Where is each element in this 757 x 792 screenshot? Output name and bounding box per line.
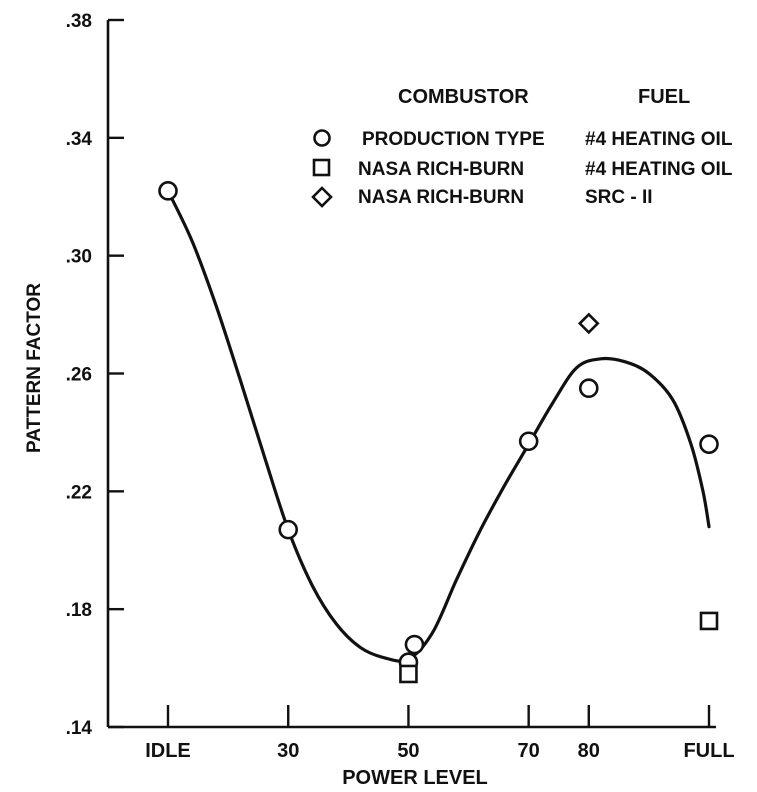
legend-entry-0-fuel: #4 HEATING OIL (585, 129, 733, 150)
legend-entry-1-fuel: #4 HEATING OIL (585, 159, 733, 180)
legend-diamond-marker (311, 186, 333, 208)
y-axis-ticks: .14 .18 .22 .26 .30 .34 .38 (66, 11, 124, 739)
data-point-circle (518, 431, 539, 452)
y-tick-label: .30 (66, 247, 92, 268)
fit-curve (166, 189, 711, 663)
y-tick-label: .14 (66, 718, 93, 739)
data-point-circle (158, 181, 178, 201)
data-markers (158, 181, 719, 684)
y-tick-label: .26 (66, 365, 92, 386)
data-point-circle (278, 519, 299, 540)
x-axis-label: POWER LEVEL (342, 767, 488, 789)
data-point-square (699, 611, 719, 631)
x-tick-label: 50 (397, 740, 419, 762)
data-point-circle (699, 434, 719, 455)
y-tick-label: .18 (66, 600, 92, 621)
x-tick-label: 70 (518, 740, 540, 762)
data-point-circle (578, 378, 599, 399)
legend-entry-2-fuel: SRC - II (585, 187, 653, 208)
axes (106, 20, 716, 729)
data-point-square (399, 664, 418, 684)
y-tick-label: .38 (66, 11, 92, 32)
legend-entry-2-combustor: NASA RICH-BURN (358, 187, 524, 208)
data-point-circle (404, 634, 425, 655)
legend-header-combustor: COMBUSTOR (398, 86, 529, 108)
legend-circle-marker (313, 129, 331, 147)
x-tick-label: IDLE (145, 740, 191, 762)
legend-header-fuel: FUEL (638, 86, 690, 108)
x-tick-label: 80 (578, 740, 600, 762)
y-tick-label: .34 (66, 129, 93, 150)
data-point-diamond (577, 312, 600, 335)
x-axis-ticks: IDLE 30 50 70 80 FULL (145, 705, 735, 762)
legend-entry-1-combustor: NASA RICH-BURN (358, 159, 524, 180)
legend-square-marker (312, 158, 331, 177)
x-tick-label: 30 (277, 740, 299, 762)
y-axis-label: PATTERN FACTOR (24, 283, 45, 453)
legend: COMBUSTOR FUEL PRODUCTION TYPE #4 HEATIN… (311, 86, 733, 208)
x-tick-label: FULL (683, 740, 734, 762)
legend-entry-0-combustor: PRODUCTION TYPE (362, 129, 545, 150)
y-tick-label: .22 (66, 482, 92, 503)
